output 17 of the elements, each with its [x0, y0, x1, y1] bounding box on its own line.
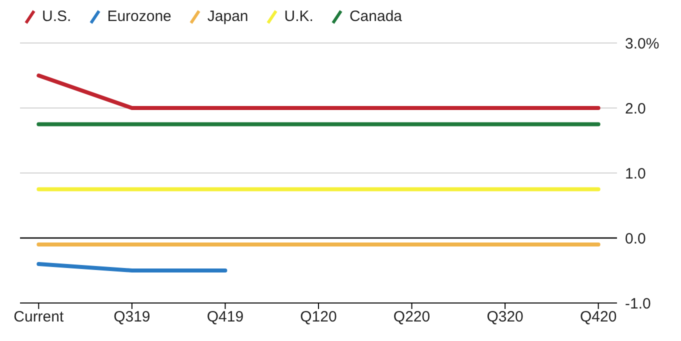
x-tick-label: Q420 [580, 308, 617, 326]
x-tick-label: Q419 [206, 308, 244, 326]
legend-label: Japan [207, 8, 248, 25]
legend-label: Canada [349, 8, 402, 25]
y-tick-label: -1.0 [625, 295, 651, 312]
y-tick-label: 1.0 [625, 165, 646, 182]
y-tick-label: 2.0 [625, 100, 646, 118]
x-tick-label: Q120 [300, 308, 337, 326]
x-tick-label: Q320 [486, 308, 524, 326]
legend-label: U.K. [284, 8, 314, 25]
y-tick-label: 0.0 [625, 230, 646, 248]
x-tick-label: Q220 [393, 308, 430, 326]
legend-label: Eurozone [107, 8, 172, 25]
x-tick-label: Q319 [114, 308, 150, 326]
x-tick-label: Current [14, 308, 64, 326]
legend-label: U.S. [42, 8, 72, 25]
y-tick-label: 3.0% [625, 35, 660, 52]
